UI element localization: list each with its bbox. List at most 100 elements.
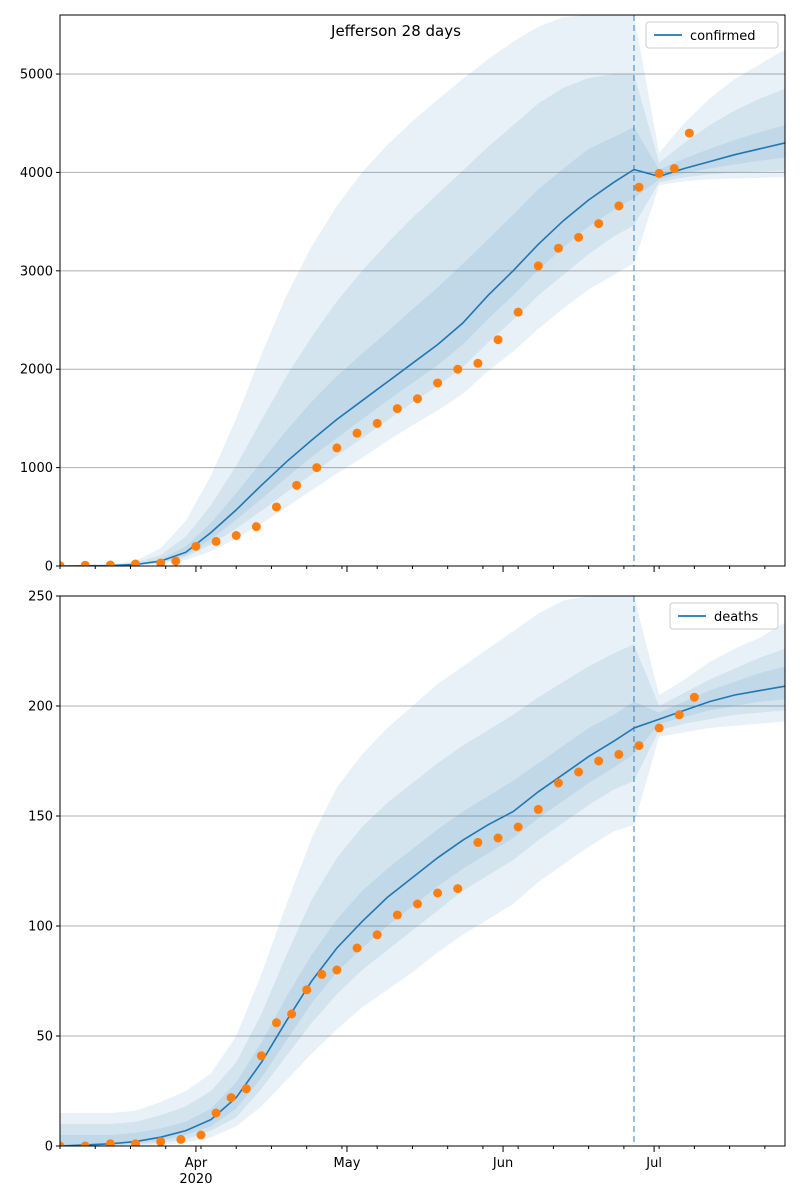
observed-point (352, 943, 362, 953)
observed-point (433, 888, 443, 898)
observed-point (317, 969, 327, 979)
observed-point (60, 1141, 65, 1146)
confidence-band-outer-fit (60, 596, 634, 1146)
observed-point (105, 1139, 115, 1146)
observed-point (574, 232, 584, 242)
observed-point (473, 358, 483, 368)
confidence-band-outer-forecast (633, 596, 785, 825)
observed-point (156, 1137, 166, 1146)
observed-point (251, 522, 261, 532)
observed-point (171, 556, 181, 566)
observed-point (302, 985, 312, 995)
observed-point (574, 767, 584, 777)
observed-point (533, 804, 543, 814)
observed-point (594, 756, 604, 766)
observed-point (553, 243, 563, 253)
observed-point (453, 884, 463, 894)
observed-point (271, 1018, 281, 1028)
observed-point (513, 822, 523, 832)
observed-point (412, 394, 422, 404)
x-tick-label: Jun (492, 1156, 513, 1171)
observed-point (493, 833, 503, 843)
observed-point (271, 502, 281, 512)
confirmed-panel: 0 1000 2000 3000 4000 5000 confirmed (20, 14, 786, 575)
y-tick-label: 250 (28, 590, 53, 605)
y-tick-label: 3000 (20, 264, 53, 279)
observed-point (211, 536, 221, 546)
observed-point (226, 1093, 236, 1103)
x-year-label: 2020 (179, 1172, 212, 1187)
observed-point (533, 261, 543, 271)
observed-point (669, 163, 679, 173)
axes-frame (59, 595, 786, 1147)
legend-box (645, 21, 779, 49)
confidence-band-middle-fit (60, 644, 634, 1146)
confidence-band-outer-fit (60, 15, 634, 566)
observed-point (453, 364, 463, 374)
observed-point (211, 1108, 221, 1118)
y-tick-label: 100 (28, 920, 53, 935)
confidence-band-inner-fit (60, 127, 634, 566)
observed-point (241, 1084, 251, 1094)
observed-point (433, 378, 443, 388)
observed-point (684, 128, 694, 138)
y-tick-label: 150 (28, 810, 53, 825)
observed-point (634, 182, 644, 192)
y-tick-label: 0 (45, 560, 53, 575)
y-tick-label: 50 (36, 1030, 53, 1045)
model-line-forecast (633, 685, 785, 729)
observed-point (412, 899, 422, 909)
observed-point (80, 560, 90, 566)
observed-point (689, 692, 699, 702)
observed-point (156, 558, 166, 566)
observed-point (654, 168, 664, 178)
observed-point (256, 1051, 266, 1061)
confidence-band-inner-forecast (633, 666, 785, 755)
chart-title: Jefferson 28 days (330, 22, 461, 40)
observed-point (105, 560, 115, 566)
confidence-band-middle-fit (60, 74, 634, 566)
observed-point (131, 559, 141, 566)
y-tick-label: 5000 (20, 68, 53, 83)
observed-point (60, 561, 65, 566)
observed-point (191, 541, 201, 551)
observed-point (292, 480, 302, 490)
confidence-band-inner-fit (60, 701, 634, 1146)
y-tick-label: 200 (28, 700, 53, 715)
observed-point (196, 1130, 206, 1140)
observed-point (332, 443, 342, 453)
legend-box (669, 602, 779, 630)
legend-label: deaths (714, 610, 759, 625)
y-tick-label: 2000 (20, 363, 53, 378)
confidence-band-middle-forecast (633, 644, 785, 781)
observed-point (392, 404, 402, 414)
observed-point (614, 201, 624, 211)
observed-point (473, 837, 483, 847)
observed-point (513, 307, 523, 317)
observed-point (654, 723, 664, 733)
y-tick-label: 4000 (20, 166, 53, 181)
x-tick-label: May (334, 1156, 361, 1171)
observed-point (392, 910, 402, 920)
model-line-fit (60, 727, 635, 1146)
observed-point (131, 1139, 141, 1146)
observed-point (312, 463, 322, 473)
observed-point (372, 418, 382, 428)
observed-point (634, 741, 644, 751)
axes-frame (59, 14, 786, 567)
observed-point (372, 930, 382, 940)
observed-point (231, 530, 241, 540)
x-tick-label: Jul (645, 1156, 662, 1171)
observed-point (674, 710, 684, 720)
observed-point (553, 778, 563, 788)
observed-point (352, 428, 362, 438)
observed-point (332, 965, 342, 975)
confidence-band-middle-forecast (633, 74, 785, 226)
y-tick-label: 0 (45, 1140, 53, 1155)
observed-point (614, 749, 624, 759)
observed-point (176, 1134, 186, 1144)
observed-point (493, 335, 503, 345)
observed-point (594, 219, 604, 229)
